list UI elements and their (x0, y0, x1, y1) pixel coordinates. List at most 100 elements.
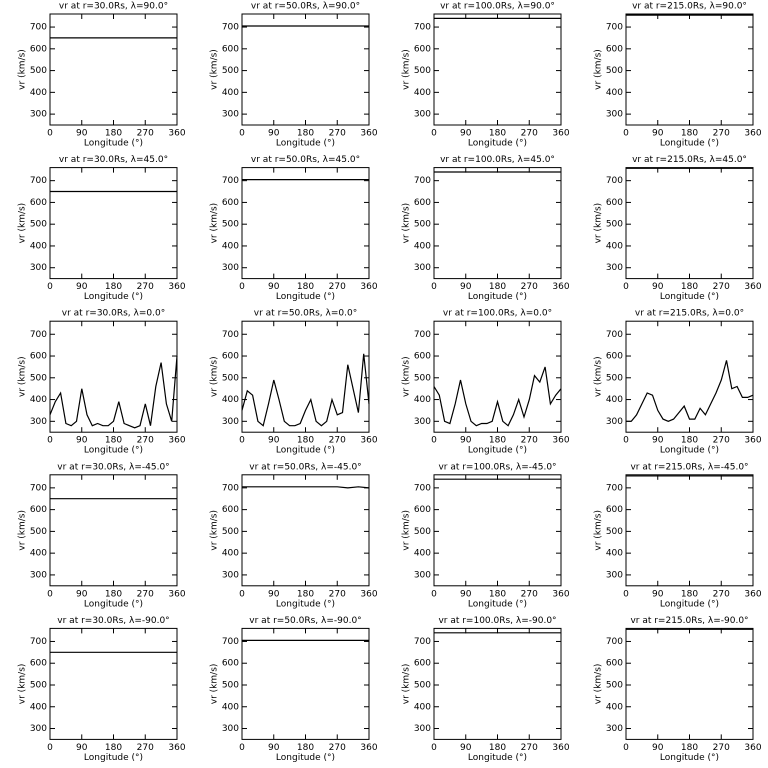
y-tick-label: 700 (30, 637, 47, 647)
x-tick-label: 90 (76, 436, 88, 446)
x-tick-label: 0 (623, 589, 629, 599)
y-axis-label: vr (km/s) (210, 203, 220, 244)
x-tick-label: 180 (489, 436, 506, 446)
y-tick-label: 400 (222, 241, 239, 251)
y-tick-label: 300 (606, 110, 623, 120)
x-axis-label: Longitude (°) (276, 139, 335, 149)
y-tick-label: 600 (30, 198, 47, 208)
x-tick-label: 0 (431, 743, 437, 753)
x-tick-label: 270 (713, 129, 730, 139)
y-axis-label: vr (km/s) (594, 664, 604, 705)
panel: vr at r=30.0Rs, λ=90.0° 0 90 180 270 360 300 40… (18, 2, 186, 149)
y-tick-label: 700 (414, 483, 431, 493)
y-tick-label: 600 (30, 352, 47, 362)
x-tick-label: 360 (744, 282, 761, 292)
panel-title: vr at r=215.0Rs, λ=0.0° (635, 309, 744, 319)
y-tick-label: 400 (30, 241, 47, 251)
y-tick-label: 500 (222, 373, 239, 383)
y-tick-label: 300 (30, 263, 47, 273)
panel-title: vr at r=215.0Rs, λ=-45.0° (630, 462, 748, 472)
y-tick-label: 300 (606, 570, 623, 580)
x-tick-label: 180 (489, 282, 506, 292)
x-axis-label: Longitude (°) (276, 292, 335, 302)
x-tick-label: 90 (652, 129, 664, 139)
panel: vr at r=30.0Rs, λ=-90.0° 0 90 180 270 360 300 4… (18, 616, 186, 763)
y-tick-label: 700 (414, 637, 431, 647)
y-tick-label: 300 (414, 263, 431, 273)
x-tick-label: 180 (681, 129, 698, 139)
x-tick-label: 90 (268, 282, 280, 292)
x-tick-label: 90 (76, 743, 88, 753)
y-tick-label: 400 (30, 395, 47, 405)
y-tick-label: 300 (414, 570, 431, 580)
y-tick-label: 700 (606, 637, 623, 647)
x-tick-label: 360 (168, 129, 185, 139)
x-tick-label: 360 (552, 589, 569, 599)
x-tick-label: 360 (360, 129, 377, 139)
x-tick-label: 90 (76, 589, 88, 599)
y-tick-label: 600 (30, 505, 47, 515)
plot-frame (625, 320, 754, 433)
x-axis-label: Longitude (°) (468, 139, 527, 149)
y-tick-label: 700 (414, 330, 431, 340)
panel: vr at r=215.0Rs, λ=-45.0° 0 90 180 270 360 300… (594, 462, 762, 609)
y-tick-label: 700 (606, 330, 623, 340)
y-tick-label: 500 (606, 66, 623, 76)
panel-title: vr at r=215.0Rs, λ=90.0° (632, 2, 747, 12)
x-axis-label: Longitude (°) (468, 446, 527, 456)
y-tick-label: 600 (606, 505, 623, 515)
y-tick-label: 500 (30, 527, 47, 537)
panel: vr at r=30.0Rs, λ=0.0° 0 90 180 270 360 300 400… (18, 309, 186, 456)
x-tick-label: 180 (105, 282, 122, 292)
x-tick-label: 90 (460, 589, 472, 599)
panel-title: vr at r=215.0Rs, λ=-90.0° (630, 616, 748, 626)
y-tick-label: 700 (222, 176, 239, 186)
x-tick-label: 270 (713, 436, 730, 446)
x-tick-label: 180 (297, 589, 314, 599)
x-tick-label: 0 (239, 589, 245, 599)
data-line (433, 366, 562, 427)
y-tick-label: 700 (414, 23, 431, 33)
x-tick-label: 180 (297, 282, 314, 292)
panel: vr at r=215.0Rs, λ=90.0° 0 90 180 270 360 300 4… (594, 2, 762, 149)
x-tick-label: 360 (360, 589, 377, 599)
y-axis-label: vr (km/s) (18, 49, 28, 90)
y-tick-label: 600 (30, 44, 47, 54)
panel-title: vr at r=30.0Rs, λ=-90.0° (57, 616, 169, 626)
x-axis-label: Longitude (°) (468, 292, 527, 302)
data-line (49, 355, 178, 429)
y-tick-label: 400 (30, 702, 47, 712)
x-axis-label: Longitude (°) (660, 599, 719, 609)
panel-title: vr at r=50.0Rs, λ=90.0° (251, 2, 360, 12)
y-axis-label: vr (km/s) (402, 356, 412, 397)
panel: vr at r=100.0Rs, λ=0.0° 0 90 180 270 360 300 40… (402, 309, 570, 456)
x-tick-label: 180 (681, 282, 698, 292)
x-tick-label: 0 (47, 129, 53, 139)
y-tick-label: 600 (30, 659, 47, 669)
x-tick-label: 270 (521, 129, 538, 139)
y-tick-label: 300 (222, 417, 239, 427)
y-tick-label: 400 (414, 241, 431, 251)
y-tick-label: 300 (222, 263, 239, 273)
y-tick-label: 600 (606, 198, 623, 208)
x-tick-label: 180 (489, 743, 506, 753)
x-tick-label: 180 (105, 436, 122, 446)
x-tick-label: 270 (329, 589, 346, 599)
x-tick-label: 90 (268, 589, 280, 599)
x-tick-label: 90 (652, 282, 664, 292)
y-tick-label: 700 (30, 330, 47, 340)
y-tick-label: 600 (606, 352, 623, 362)
plot-frame (241, 167, 370, 280)
x-tick-label: 270 (713, 743, 730, 753)
y-tick-label: 700 (414, 176, 431, 186)
y-axis-label: vr (km/s) (402, 49, 412, 90)
y-tick-label: 600 (222, 505, 239, 515)
x-axis-label: Longitude (°) (276, 446, 335, 456)
y-tick-label: 500 (414, 680, 431, 690)
y-tick-label: 500 (222, 220, 239, 230)
plot-frame (49, 474, 178, 587)
x-tick-label: 90 (268, 743, 280, 753)
y-tick-label: 400 (30, 549, 47, 559)
y-tick-label: 500 (606, 680, 623, 690)
x-tick-label: 270 (329, 436, 346, 446)
